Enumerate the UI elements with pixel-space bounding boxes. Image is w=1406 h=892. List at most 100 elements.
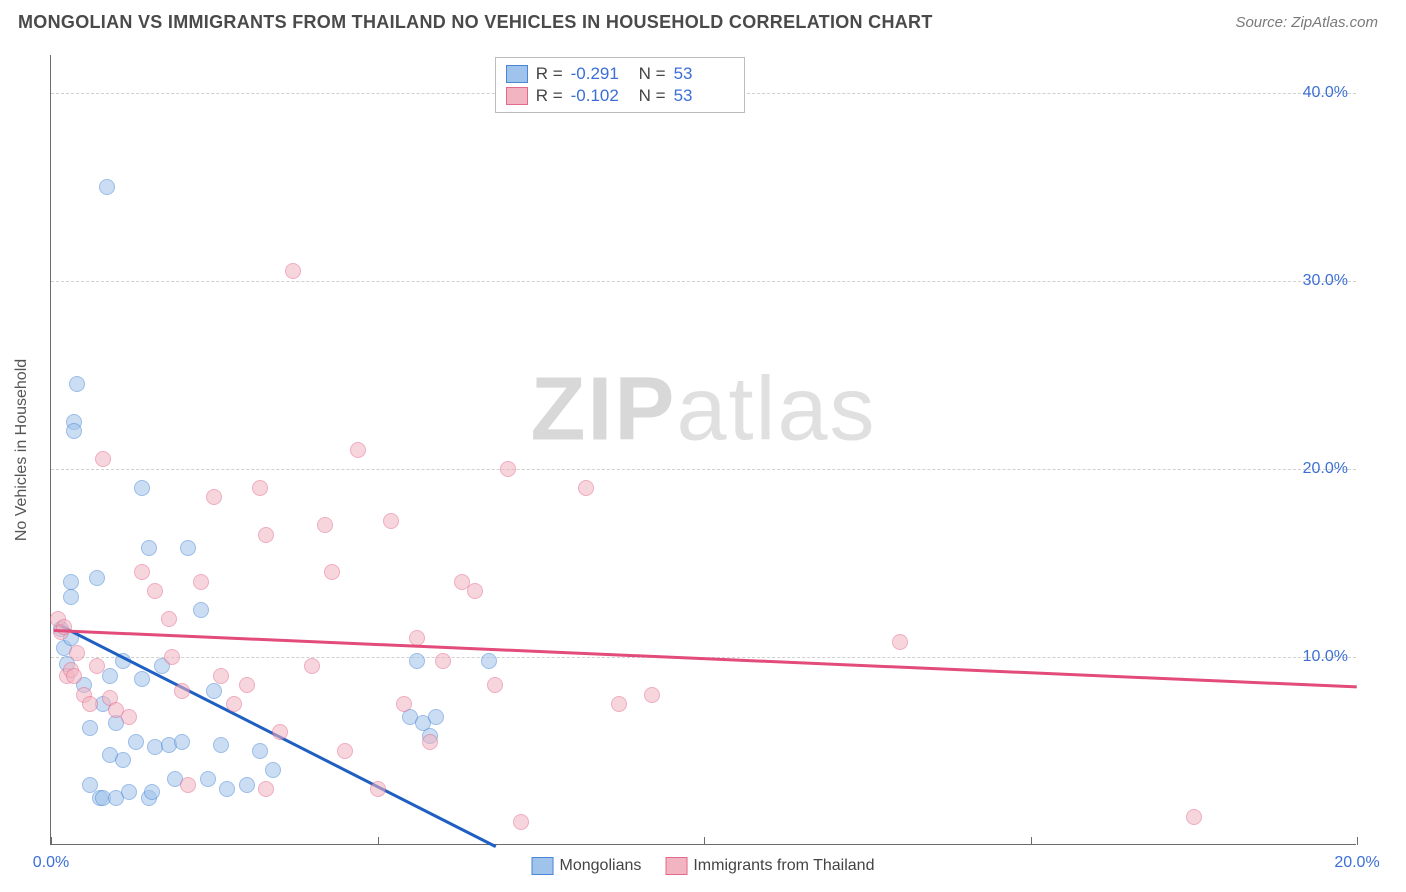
data-point (121, 784, 137, 800)
data-point (422, 734, 438, 750)
y-tick-label: 30.0% (1303, 272, 1348, 290)
data-point (252, 480, 268, 496)
data-point (1186, 809, 1202, 825)
data-point (383, 513, 399, 529)
data-point (66, 423, 82, 439)
chart-title: MONGOLIAN VS IMMIGRANTS FROM THAILAND NO… (18, 12, 933, 33)
data-point (219, 781, 235, 797)
legend-swatch (532, 857, 554, 875)
data-point (102, 668, 118, 684)
data-point (89, 570, 105, 586)
data-point (481, 653, 497, 669)
data-point (134, 564, 150, 580)
data-point (324, 564, 340, 580)
y-axis-label: No Vehicles in Household (13, 359, 31, 541)
data-point (206, 489, 222, 505)
data-point (164, 649, 180, 665)
r-label: R = (536, 64, 563, 84)
data-point (180, 540, 196, 556)
source-label: Source: ZipAtlas.com (1235, 14, 1378, 31)
data-point (428, 709, 444, 725)
data-point (174, 734, 190, 750)
data-point (82, 696, 98, 712)
data-point (121, 709, 137, 725)
data-point (95, 451, 111, 467)
x-tick (378, 837, 379, 845)
x-tick-label: 0.0% (33, 854, 69, 872)
data-point (69, 645, 85, 661)
data-point (134, 671, 150, 687)
y-tick-label: 40.0% (1303, 84, 1348, 102)
n-label: N = (639, 86, 666, 106)
data-point (99, 179, 115, 195)
gridline (51, 281, 1356, 282)
data-point (144, 784, 160, 800)
data-point (252, 743, 268, 759)
data-point (500, 461, 516, 477)
legend-item: Mongolians (532, 857, 642, 875)
data-point (265, 762, 281, 778)
data-point (115, 752, 131, 768)
series-swatch (506, 87, 528, 105)
n-value: 53 (674, 64, 734, 84)
legend-label: Mongolians (560, 857, 642, 875)
data-point (337, 743, 353, 759)
y-tick-label: 20.0% (1303, 460, 1348, 478)
data-point (206, 683, 222, 699)
data-point (239, 677, 255, 693)
data-point (134, 480, 150, 496)
data-point (226, 696, 242, 712)
data-point (258, 527, 274, 543)
series-swatch (506, 65, 528, 83)
data-point (147, 583, 163, 599)
data-point (63, 589, 79, 605)
correlation-stats-box: R = -0.291 N = 53R = -0.102 N = 53 (495, 57, 745, 113)
plot-area: ZIPatlas 10.0%20.0%30.0%40.0%0.0%20.0%R … (50, 55, 1356, 845)
n-label: N = (639, 64, 666, 84)
stat-row: R = -0.291 N = 53 (506, 64, 734, 84)
data-point (193, 602, 209, 618)
scatter-chart: No Vehicles in Household ZIPatlas 10.0%2… (50, 55, 1356, 845)
data-point (317, 517, 333, 533)
x-tick (704, 837, 705, 845)
legend-swatch (665, 857, 687, 875)
data-point (89, 658, 105, 674)
data-point (141, 540, 157, 556)
data-point (350, 442, 366, 458)
data-point (409, 653, 425, 669)
r-value: -0.291 (571, 64, 631, 84)
data-point (180, 777, 196, 793)
data-point (285, 263, 301, 279)
data-point (193, 574, 209, 590)
stat-row: R =-0.102N =53 (506, 86, 734, 106)
r-value: -0.102 (571, 86, 631, 106)
data-point (370, 781, 386, 797)
data-point (128, 734, 144, 750)
data-point (213, 737, 229, 753)
data-point (304, 658, 320, 674)
legend: Mongolians Immigrants from Thailand (532, 857, 875, 875)
data-point (578, 480, 594, 496)
data-point (892, 634, 908, 650)
legend-item: Immigrants from Thailand (665, 857, 874, 875)
watermark: ZIPatlas (530, 359, 876, 462)
data-point (161, 611, 177, 627)
legend-label: Immigrants from Thailand (693, 857, 874, 875)
x-tick-label: 20.0% (1334, 854, 1379, 872)
data-point (467, 583, 483, 599)
data-point (69, 376, 85, 392)
x-tick (1031, 837, 1032, 845)
data-point (63, 574, 79, 590)
data-point (272, 724, 288, 740)
data-point (396, 696, 412, 712)
gridline (51, 469, 1356, 470)
data-point (611, 696, 627, 712)
data-point (213, 668, 229, 684)
data-point (174, 683, 190, 699)
x-tick (1357, 837, 1358, 845)
y-tick-label: 10.0% (1303, 648, 1348, 666)
data-point (644, 687, 660, 703)
x-tick (51, 837, 52, 845)
n-value: 53 (674, 86, 734, 106)
data-point (513, 814, 529, 830)
